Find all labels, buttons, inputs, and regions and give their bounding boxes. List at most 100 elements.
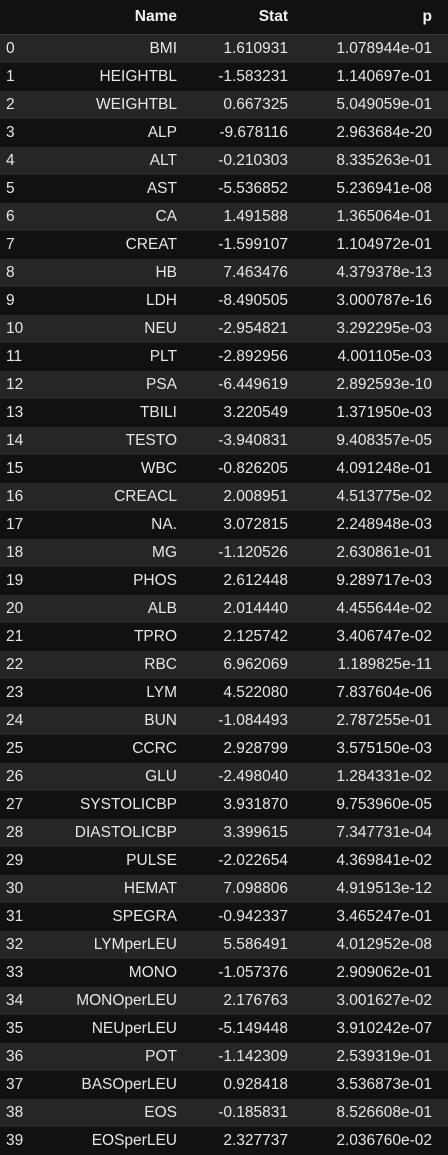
cell-p: 3.001627e-02	[289, 987, 448, 1015]
cell-name: PSA	[52, 371, 177, 399]
cell-p: 2.787255e-01	[289, 707, 448, 735]
cell-p: 8.526608e-01	[289, 1099, 448, 1127]
cell-stat: -6.449619	[177, 371, 289, 399]
cell-stat: 2.014440	[177, 595, 289, 623]
cell-p: 1.371950e-03	[289, 399, 448, 427]
cell-name: SYSTOLICBP	[52, 791, 177, 819]
cell-stat: -0.185831	[177, 1099, 289, 1127]
cell-stat: -1.583231	[177, 63, 289, 91]
cell-name: LYMperLEU	[52, 931, 177, 959]
row-index: 14	[0, 427, 52, 455]
row-index: 30	[0, 875, 52, 903]
cell-name: MG	[52, 539, 177, 567]
cell-stat: -0.826205	[177, 455, 289, 483]
cell-stat: 0.667325	[177, 91, 289, 119]
cell-stat: -5.149448	[177, 1015, 289, 1043]
row-index: 16	[0, 483, 52, 511]
cell-p: 3.575150e-03	[289, 735, 448, 763]
cell-name: PULSE	[52, 847, 177, 875]
cell-stat: -2.954821	[177, 315, 289, 343]
cell-stat: 2.612448	[177, 567, 289, 595]
row-index: 12	[0, 371, 52, 399]
cell-stat: 7.098806	[177, 875, 289, 903]
cell-stat: -0.210303	[177, 147, 289, 175]
row-index: 19	[0, 567, 52, 595]
cell-p: 4.513775e-02	[289, 483, 448, 511]
header-name: Name	[52, 0, 177, 35]
cell-p: 4.001105e-03	[289, 343, 448, 371]
cell-p: 2.036760e-02	[289, 1127, 448, 1155]
cell-stat: -1.057376	[177, 959, 289, 987]
row-index: 3	[0, 119, 52, 147]
row-index: 11	[0, 343, 52, 371]
cell-p: 3.465247e-01	[289, 903, 448, 931]
row-index: 6	[0, 203, 52, 231]
table-header: Name Stat p	[0, 0, 448, 35]
cell-stat: 6.962069	[177, 651, 289, 679]
cell-name: ALB	[52, 595, 177, 623]
cell-name: TBILI	[52, 399, 177, 427]
cell-stat: 1.610931	[177, 35, 289, 64]
cell-p: 2.630861e-01	[289, 539, 448, 567]
cell-name: HEMAT	[52, 875, 177, 903]
row-index: 0	[0, 35, 52, 64]
row-index: 18	[0, 539, 52, 567]
row-index: 34	[0, 987, 52, 1015]
cell-name: NEUperLEU	[52, 1015, 177, 1043]
cell-stat: -1.599107	[177, 231, 289, 259]
cell-p: 9.753960e-05	[289, 791, 448, 819]
cell-stat: -2.498040	[177, 763, 289, 791]
cell-p: 2.248948e-03	[289, 511, 448, 539]
cell-name: BMI	[52, 35, 177, 64]
cell-stat: 3.072815	[177, 511, 289, 539]
cell-stat: 2.125742	[177, 623, 289, 651]
cell-stat: 3.220549	[177, 399, 289, 427]
cell-stat: 2.176763	[177, 987, 289, 1015]
cell-name: BUN	[52, 707, 177, 735]
cell-name: EOS	[52, 1099, 177, 1127]
row-index: 23	[0, 679, 52, 707]
cell-name: PHOS	[52, 567, 177, 595]
row-index: 17	[0, 511, 52, 539]
cell-name: WBC	[52, 455, 177, 483]
cell-stat: 3.399615	[177, 819, 289, 847]
cell-name: HEIGHTBL	[52, 63, 177, 91]
cell-name: CCRC	[52, 735, 177, 763]
cell-stat: 2.008951	[177, 483, 289, 511]
cell-name: MONO	[52, 959, 177, 987]
cell-p: 2.963684e-20	[289, 119, 448, 147]
cell-name: AST	[52, 175, 177, 203]
cell-p: 9.408357e-05	[289, 427, 448, 455]
row-index: 32	[0, 931, 52, 959]
cell-stat: -2.022654	[177, 847, 289, 875]
cell-stat: -9.678116	[177, 119, 289, 147]
cell-p: 1.365064e-01	[289, 203, 448, 231]
cell-stat: -3.940831	[177, 427, 289, 455]
cell-stat: 5.586491	[177, 931, 289, 959]
cell-name: ALP	[52, 119, 177, 147]
cell-stat: -1.084493	[177, 707, 289, 735]
cell-name: LDH	[52, 287, 177, 315]
